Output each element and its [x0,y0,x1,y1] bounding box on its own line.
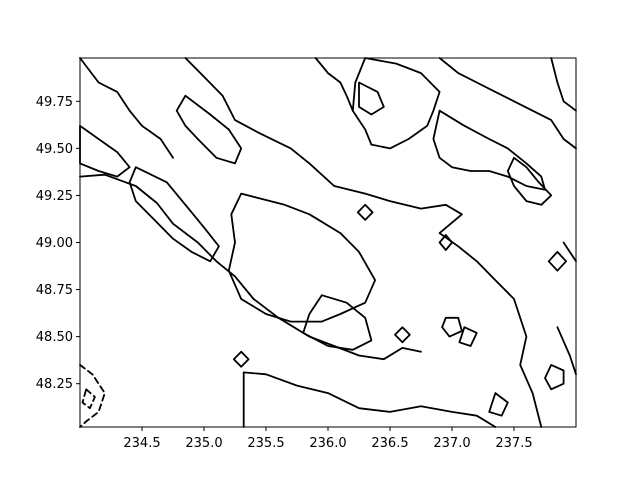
contour-line-26 [438,234,453,251]
contour-line-3 [227,192,377,323]
x-tick-label: 234.5 [123,436,160,451]
x-tick-label: 235.5 [247,436,284,451]
contour-line-5 [128,166,220,263]
contour-line-28 [81,388,96,410]
contour-line-14 [79,124,131,178]
contour-line-21 [488,392,509,417]
contour-line-18 [544,363,565,391]
contour-line-22 [232,350,250,368]
y-axis-ticks: 48.25 48.50 48.75 49.00 49.25 49.50 49.75 [36,95,80,392]
x-tick-label: 236.0 [309,436,346,451]
contour-line-15 [506,156,553,206]
x-tick-label: 236.5 [371,436,408,451]
x-tick-label: 237.0 [433,436,470,451]
y-tick-label: 49.25 [36,189,73,204]
y-tick-label: 49.00 [36,236,73,251]
contour-line-6 [175,94,243,165]
contour-line-12 [314,57,354,112]
contour-line-25 [547,250,567,272]
x-tick-label: 235.0 [185,436,222,451]
contour-line-10 [432,109,546,191]
contour-line-11 [550,57,577,112]
x-axis-ticks: 234.5 235.0 235.5 236.0 236.5 237.0 237.5 [123,427,533,451]
x-tick-label: 237.5 [495,436,532,451]
contour-line-2 [184,57,543,428]
contour-lines [79,57,577,428]
contour-line-8 [358,81,385,116]
y-tick-label: 49.75 [36,95,73,110]
contour-line-9 [438,57,577,150]
contour-line-20 [458,326,478,347]
contour-line-17 [562,241,577,263]
contour-line-13 [79,57,174,159]
y-tick-label: 48.50 [36,330,73,345]
y-tick-label: 48.25 [36,377,73,392]
contour-line-16 [556,326,577,376]
contour-line-27 [79,363,106,428]
y-tick-label: 49.50 [36,142,73,157]
y-tick-label: 48.75 [36,283,73,298]
contour-line-19 [441,316,463,338]
contour-line-1 [79,173,422,361]
contour-line-24 [394,326,411,344]
contour-line-23 [356,203,374,221]
contour-line-4 [302,294,373,351]
contour-line-0 [242,371,497,428]
